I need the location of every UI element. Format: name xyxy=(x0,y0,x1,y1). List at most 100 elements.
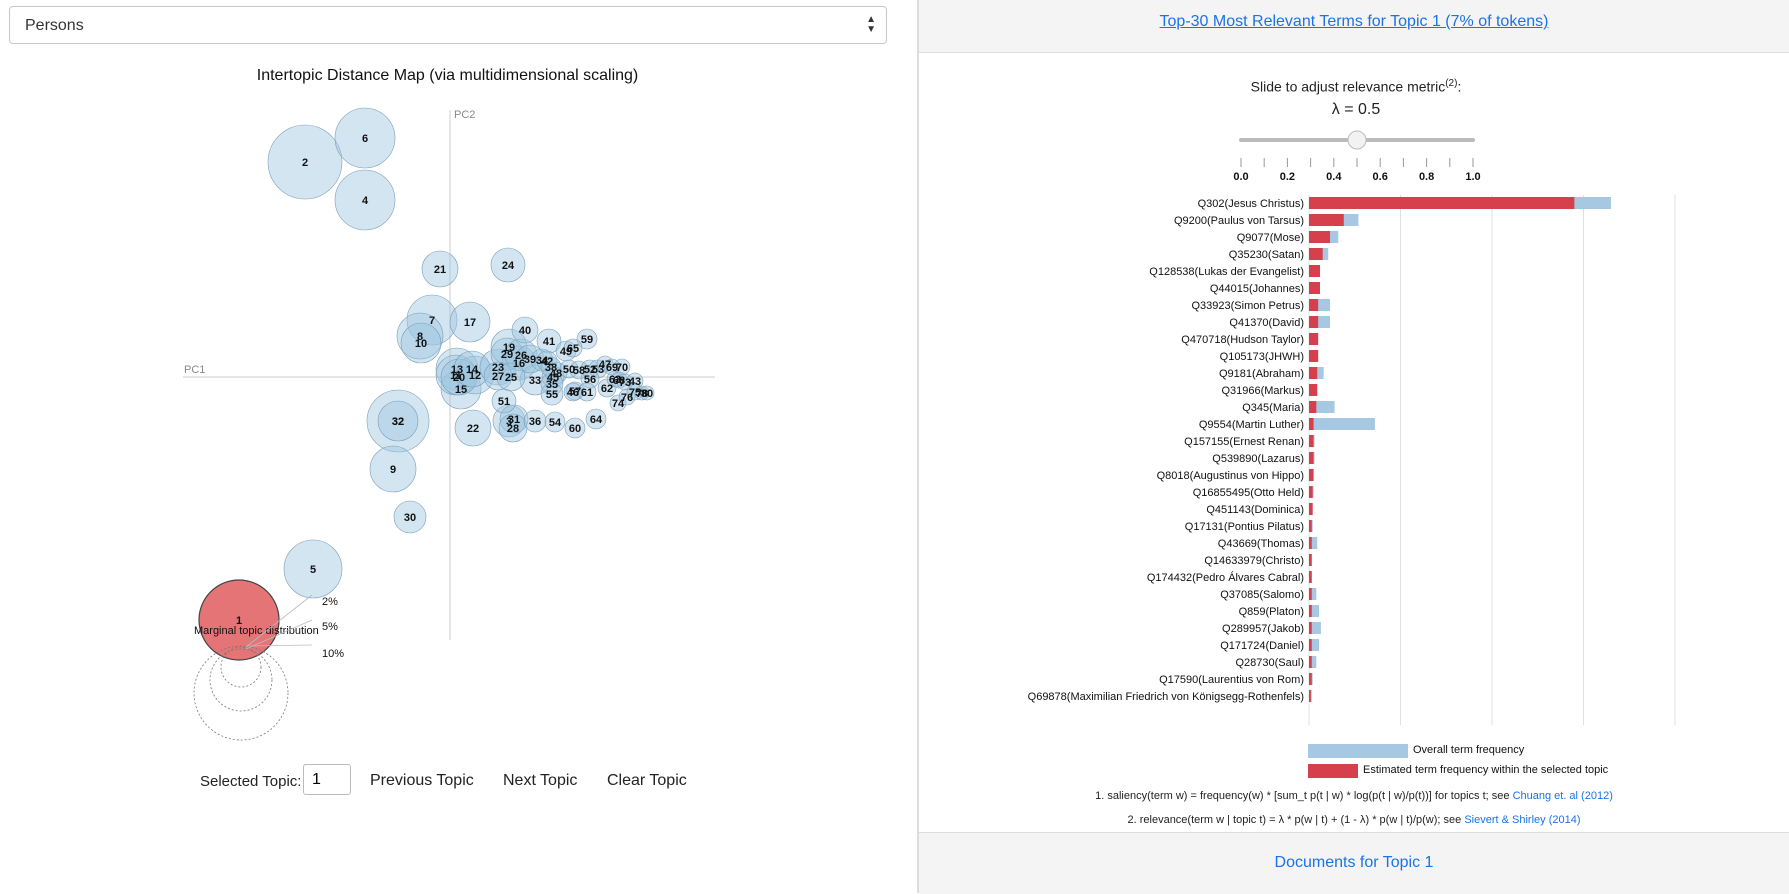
topic-circle[interactable] xyxy=(563,382,583,402)
topic-label: 1 xyxy=(236,615,242,627)
topic-circle[interactable] xyxy=(490,328,528,366)
term-label[interactable]: Q69878(Maximilian Friedrich von Königseg… xyxy=(1028,691,1304,703)
pc1-label: PC1 xyxy=(184,364,205,376)
term-label[interactable]: Q41370(David) xyxy=(1229,317,1304,329)
category-select[interactable]: Persons ▲ ▼ xyxy=(9,6,887,44)
topic-circle[interactable] xyxy=(455,355,495,395)
term-label[interactable]: Q345(Maria) xyxy=(1242,402,1304,414)
topic-circle[interactable] xyxy=(498,413,528,443)
topic-circle[interactable] xyxy=(334,169,396,231)
term-label[interactable]: Q451143(Dominica) xyxy=(1206,504,1304,516)
topic-circle[interactable] xyxy=(523,409,547,433)
topic-circle[interactable] xyxy=(449,301,491,343)
term-label[interactable]: Q9181(Abraham) xyxy=(1219,368,1304,380)
term-label[interactable]: Q859(Platon) xyxy=(1239,606,1304,618)
term-label[interactable]: Q9077(Mose) xyxy=(1237,232,1304,244)
topic-circle[interactable] xyxy=(490,247,526,283)
topic-circle[interactable] xyxy=(393,500,427,534)
term-label[interactable]: Q8018(Augustinus von Hippo) xyxy=(1157,470,1304,482)
term-label[interactable]: Q105173(JHWH) xyxy=(1220,351,1304,363)
marginal-leader xyxy=(245,594,313,648)
topic-bar xyxy=(1309,639,1312,651)
topic-circle[interactable] xyxy=(585,408,607,430)
term-label[interactable]: Q44015(Johannes) xyxy=(1210,283,1304,295)
topic-circle[interactable] xyxy=(377,400,419,442)
selected-topic-input[interactable] xyxy=(303,764,351,795)
topic-circle[interactable] xyxy=(559,359,579,379)
topic-circle[interactable] xyxy=(406,294,458,346)
topic-label: 32 xyxy=(392,416,404,428)
term-label[interactable]: Q9200(Paulus von Tarsus) xyxy=(1174,215,1304,227)
term-label[interactable]: Q33923(Simon Petrus) xyxy=(1192,300,1305,312)
topic-circle[interactable] xyxy=(540,382,564,406)
topic-circle[interactable] xyxy=(400,322,442,364)
term-label[interactable]: Q17590(Laurentius von Rom) xyxy=(1159,674,1304,686)
topic-circle[interactable] xyxy=(267,124,343,200)
topic-circle[interactable] xyxy=(565,381,585,401)
topic-circle[interactable] xyxy=(440,358,478,396)
topic-circle[interactable] xyxy=(501,345,537,381)
term-label[interactable]: Q539890(Lazarus) xyxy=(1212,453,1304,465)
clear-topic-button[interactable]: Clear Topic xyxy=(607,772,687,789)
next-topic-button[interactable]: Next Topic xyxy=(503,772,578,789)
topic-circle[interactable] xyxy=(440,368,482,410)
topic-circle[interactable] xyxy=(577,382,597,402)
topic-circle[interactable] xyxy=(334,107,396,169)
term-label[interactable]: Q9554(Martin Luther) xyxy=(1199,419,1304,431)
topic-circle[interactable] xyxy=(511,316,539,344)
topic-label: 73 xyxy=(619,377,631,389)
topic-circle[interactable] xyxy=(283,539,343,599)
term-label[interactable]: Q16855495(Otto Held) xyxy=(1193,487,1304,499)
term-label[interactable]: Q174432(Pedro Álvares Cabral) xyxy=(1147,571,1304,584)
topic-circle[interactable] xyxy=(453,350,491,388)
topic-circle[interactable] xyxy=(454,409,492,447)
term-label[interactable]: Q31966(Markus) xyxy=(1221,385,1304,397)
term-label[interactable]: Q17131(Pontius Pilatus) xyxy=(1185,521,1304,533)
term-label[interactable]: Q157155(Ernest Renan) xyxy=(1184,436,1304,448)
term-label[interactable]: Q14633979(Christo) xyxy=(1204,555,1304,567)
topic-circle[interactable] xyxy=(563,338,583,358)
slider-handle[interactable] xyxy=(1347,130,1367,150)
topic-circle[interactable] xyxy=(515,344,545,374)
topic-circle[interactable] xyxy=(536,350,558,372)
topic-circle[interactable] xyxy=(576,328,598,350)
term-label[interactable]: Q302(Jesus Christus) xyxy=(1198,198,1304,210)
term-label[interactable]: Q43669(Thomas) xyxy=(1218,538,1304,550)
topic-circle[interactable] xyxy=(596,355,614,373)
topic-circle[interactable] xyxy=(536,328,562,354)
term-label[interactable]: Q35230(Satan) xyxy=(1229,249,1304,261)
documents-link[interactable]: Documents for Topic 1 xyxy=(1274,854,1434,871)
term-label[interactable]: Q37085(Salomo) xyxy=(1220,589,1304,601)
sievert-link[interactable]: Sievert & Shirley (2014) xyxy=(1464,814,1581,826)
topic-circle[interactable] xyxy=(618,388,636,406)
topic-circle[interactable] xyxy=(609,394,627,412)
topic-circle[interactable] xyxy=(491,388,517,414)
topic-label: 4 xyxy=(362,195,369,207)
topic-circle[interactable] xyxy=(366,389,430,453)
topic-circle[interactable] xyxy=(634,385,650,401)
topic-circle[interactable] xyxy=(369,445,417,493)
topic-circle[interactable] xyxy=(564,417,586,439)
term-label[interactable]: Q28730(Saul) xyxy=(1236,657,1305,669)
term-label[interactable]: Q289957(Jakob) xyxy=(1222,623,1304,635)
topic-circle[interactable] xyxy=(580,369,600,389)
chuang-link[interactable]: Chuang et. al (2012) xyxy=(1512,790,1613,802)
term-label[interactable]: Q470718(Hudson Taylor) xyxy=(1181,334,1304,346)
previous-topic-button[interactable]: Previous Topic xyxy=(370,772,474,789)
topic-circle[interactable] xyxy=(540,356,562,378)
relevance-slider[interactable]: 0.0 0.2 0.4 0.6 0.8 1.0 xyxy=(1230,125,1490,185)
topic-circle[interactable] xyxy=(639,385,655,401)
topic-circle[interactable] xyxy=(499,404,529,434)
term-label[interactable]: Q171724(Daniel) xyxy=(1220,640,1304,652)
topic-circle[interactable] xyxy=(421,250,459,288)
topic-circle[interactable] xyxy=(483,361,513,391)
topic-circle[interactable] xyxy=(555,340,577,362)
topic-label: 6 xyxy=(362,133,368,145)
topic-circle[interactable] xyxy=(544,411,566,433)
topic-circle[interactable] xyxy=(540,372,564,396)
term-label[interactable]: Q128538(Lukas der Evangelist) xyxy=(1149,266,1304,278)
topic-circle[interactable] xyxy=(198,579,280,661)
topic-circle[interactable] xyxy=(396,312,444,360)
terms-header-link[interactable]: Top-30 Most Relevant Terms for Topic 1 (… xyxy=(1159,13,1549,30)
